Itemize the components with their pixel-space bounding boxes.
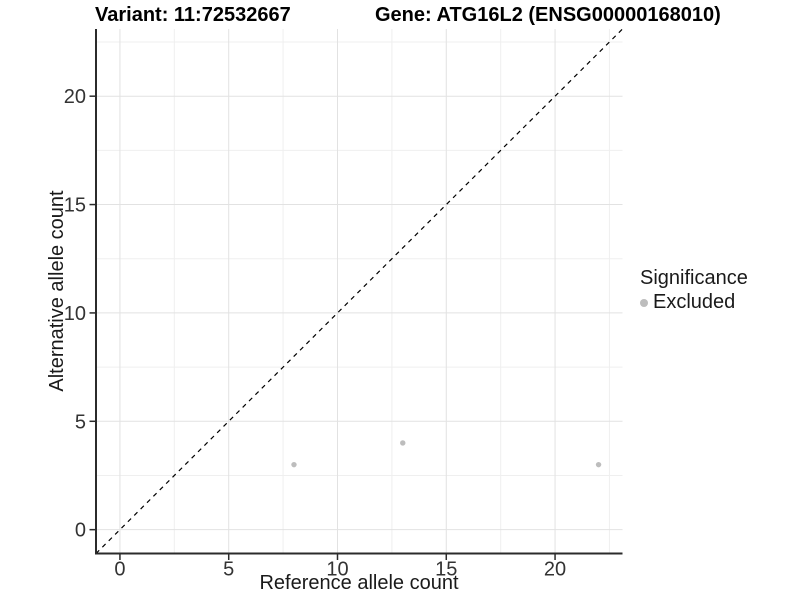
legend-item-label: Excluded [653,291,736,313]
x-tick-label: 15 [435,559,457,581]
gene-title: Gene: ATG16L2 (ENSG00000168010) [375,4,721,26]
legend-item-excluded: Excluded [640,291,748,314]
y-tick-label: 5 [75,411,86,433]
x-tick-label: 5 [223,559,234,581]
y-tick-label: 15 [64,195,86,217]
data-point [291,461,297,468]
data-point [400,440,406,446]
legend-title: Significance [640,267,748,289]
y-tick-label: 10 [64,303,86,325]
y-tick-label: 20 [64,86,86,108]
legend: Significance Excluded [640,267,748,314]
data-point [595,461,602,468]
x-tick-label: 10 [326,559,348,581]
y-tick-label: 0 [75,520,86,542]
x-axis-title: Reference allele count [259,572,459,594]
variant-title: Variant: 11:72532667 [95,4,291,26]
x-tick-label: 20 [544,559,566,581]
y-axis-title: Alternative allele count [46,190,68,392]
identity-line [95,28,623,554]
x-tick-label: 0 [114,559,125,581]
legend-point-icon [640,298,648,307]
